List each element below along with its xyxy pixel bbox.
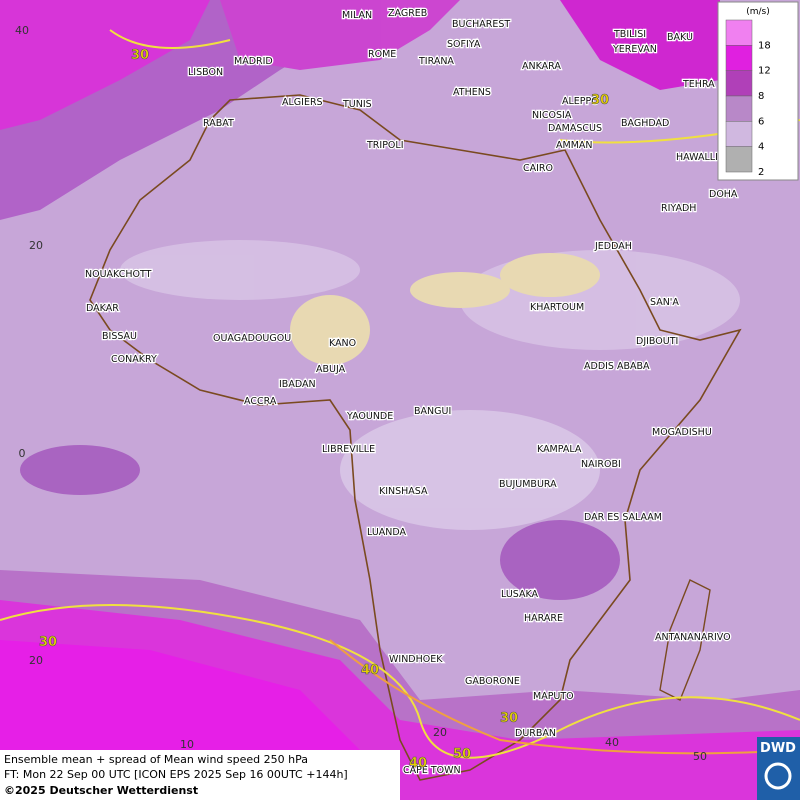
city-label: BUCHAREST — [452, 19, 510, 30]
city-label: IBADAN — [279, 379, 316, 390]
legend-label: 18 — [758, 40, 771, 51]
city-label: LIBREVILLE — [322, 444, 375, 455]
city-label: CAPE TOWN — [403, 765, 461, 776]
legend-label: 8 — [758, 91, 764, 102]
city-label: SAN'A — [650, 297, 679, 308]
footer-box — [0, 750, 400, 800]
legend-label: 6 — [758, 116, 764, 127]
city-label: NAIROBI — [581, 459, 621, 470]
legend-swatch — [725, 45, 753, 71]
city-label: DOHA — [709, 189, 738, 200]
city-label: HAWALLI — [676, 152, 718, 163]
city-label: BAKU — [667, 32, 693, 43]
city-label: DURBAN — [515, 728, 556, 739]
city-label: WINDHOEK — [389, 654, 443, 665]
city-label: MILAN — [342, 10, 372, 21]
city-label: DAR ES SALAAM — [584, 512, 662, 523]
legend-swatch — [725, 121, 753, 147]
city-label: CAIRO — [523, 163, 553, 174]
city-label: KANO — [329, 338, 356, 349]
lat-label: 20 — [29, 239, 43, 252]
city-label: ATHENS — [453, 87, 491, 98]
contour-label: 40 — [361, 663, 379, 678]
legend-swatch — [725, 95, 753, 122]
footer-line: FT: Mon 22 Sep 00 UTC [ICON EPS 2025 Sep… — [4, 768, 348, 781]
city-label: RABAT — [203, 118, 234, 129]
legend-swatch — [725, 70, 753, 97]
city-label: LUANDA — [367, 527, 407, 538]
legend-label: 2 — [758, 167, 764, 178]
city-label: SOFIYA — [447, 39, 481, 50]
contour-label: 50 — [453, 747, 471, 762]
lat-label: 0 — [19, 447, 26, 460]
legend-swatch — [725, 19, 753, 46]
lon-label: 10 — [180, 738, 194, 751]
city-label: MAPUTO — [533, 691, 574, 702]
city-label: BISSAU — [102, 331, 137, 342]
city-label: KINSHASA — [379, 486, 428, 497]
city-label: BAGHDAD — [621, 118, 669, 129]
city-label: ABUJA — [316, 364, 346, 375]
city-label: ALEPPO — [562, 96, 599, 107]
contour-label: 30 — [131, 48, 149, 63]
city-label: DAKAR — [86, 303, 119, 314]
city-label: MOGADISHU — [652, 427, 712, 438]
city-label: TEHRA — [682, 79, 715, 90]
lon-label: 40 — [605, 736, 619, 749]
city-label: KHARTOUM — [530, 302, 584, 313]
city-label: TIRANA — [418, 56, 454, 67]
legend: (m/s) 18 12 8 6 4 2 — [717, 1, 799, 181]
city-label: TBILISI — [613, 29, 646, 40]
city-label: MADRID — [234, 56, 273, 67]
city-label: YAOUNDE — [346, 411, 393, 422]
footer-line: ©2025 Deutscher Wetterdienst — [4, 784, 198, 797]
city-label: DJIBOUTI — [636, 336, 678, 347]
city-label: ZAGREB — [388, 8, 427, 19]
city-label: OUAGADOUGOU — [213, 333, 291, 344]
city-label: DAMASCUS — [548, 123, 602, 134]
city-label: GABORONE — [465, 676, 520, 687]
city-label: RIYADH — [661, 203, 696, 214]
city-label: YEREVAN — [612, 44, 657, 55]
city-label: CONAKRY — [111, 354, 157, 365]
lon-label: 20 — [433, 726, 447, 739]
madagascar — [659, 579, 711, 701]
city-label: TUNIS — [342, 99, 372, 110]
logo: DWD — [760, 741, 796, 756]
logo-swirl — [764, 762, 792, 790]
city-label: KAMPALA — [537, 444, 582, 455]
logo-box — [757, 737, 800, 800]
city-label: ANKARA — [522, 61, 561, 72]
lat-label: 40 — [15, 24, 29, 37]
city-label: ANTANANARIVO — [655, 632, 731, 643]
city-label: BUJUMBURA — [499, 479, 557, 490]
footer-line: Ensemble mean + spread of Mean wind spee… — [4, 753, 308, 766]
legend-swatch — [725, 146, 753, 173]
contour-label: 30 — [500, 711, 518, 726]
city-label: ROME — [368, 49, 396, 60]
lat-label: 20 — [29, 654, 43, 667]
city-label: NICOSIA — [532, 110, 572, 121]
city-label: LISBON — [188, 67, 223, 78]
city-label: ADDIS ABABA — [584, 361, 650, 372]
city-label: ACCRA — [244, 396, 277, 407]
legend-label: 4 — [758, 142, 764, 153]
city-label: NOUAKCHOTT — [85, 269, 152, 280]
lon-label: 50 — [693, 750, 707, 763]
city-label: BANGUI — [414, 406, 451, 417]
legend-unit: (m/s) — [746, 7, 770, 17]
city-label: LUSAKA — [501, 589, 539, 600]
city-label: TRIPOLI — [366, 140, 404, 151]
city-label: AMMAN — [556, 140, 593, 151]
city-label: ALGIERS — [282, 97, 323, 108]
coastline — [89, 94, 742, 781]
city-label: JEDDAH — [594, 241, 632, 252]
contour-label: 40 — [409, 756, 427, 771]
contour-label: 30 — [39, 635, 57, 650]
contour-label: 30 — [591, 93, 609, 108]
city-label: HARARE — [524, 613, 563, 624]
legend-label: 12 — [758, 66, 771, 77]
